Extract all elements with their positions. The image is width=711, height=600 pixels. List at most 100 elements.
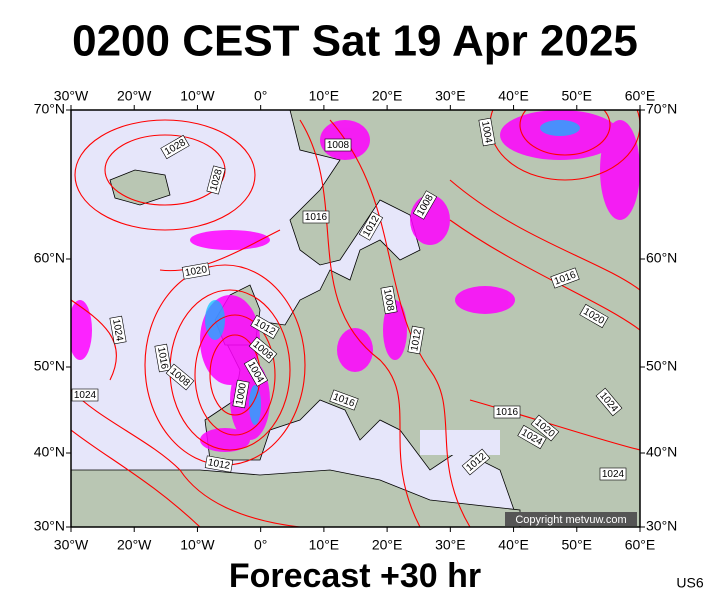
label-box — [599, 467, 627, 481]
isobar-label: 1016 — [154, 343, 172, 373]
latitude-label: 60°N — [646, 250, 677, 266]
label-box — [160, 134, 190, 160]
longitude-label: 20°W — [117, 88, 152, 104]
longitude-label: 30°W — [54, 537, 89, 553]
isobar-value: 1000 — [234, 382, 249, 406]
isobar-value: 1016 — [305, 212, 328, 223]
longitude-label: 10°W — [180, 88, 215, 104]
isobar-value: 1012 — [207, 457, 231, 472]
latitude-label: 30°N — [34, 518, 65, 534]
isobar — [71, 429, 201, 527]
label-box — [595, 387, 623, 417]
label-box — [579, 303, 609, 329]
isobar-label: 1028 — [206, 165, 226, 195]
label-box — [478, 117, 496, 147]
isobar-label: 1012 — [407, 325, 425, 355]
label-box — [154, 343, 172, 373]
isobar-value: 1024 — [110, 318, 125, 342]
label-box — [461, 448, 491, 476]
longitude-label: 20°E — [372, 537, 403, 553]
longitude-label: 0° — [254, 537, 267, 553]
label-box — [329, 389, 359, 411]
isobar-value: 1016 — [496, 407, 519, 418]
longitude-label: 50°E — [562, 537, 593, 553]
longitude-label: 20°E — [372, 88, 403, 104]
isobar — [519, 110, 611, 156]
isobar — [74, 119, 256, 231]
label-box — [407, 325, 425, 355]
longitude-label: 20°W — [117, 537, 152, 553]
rain-core — [540, 120, 580, 136]
longitude-label: 10°E — [309, 537, 340, 553]
isobar — [449, 179, 640, 291]
isobar-label: 1024 — [109, 315, 127, 345]
isobar — [299, 119, 421, 527]
longitude-label: 40°E — [498, 537, 529, 553]
isobar-value: 1024 — [74, 390, 97, 401]
rain-core — [249, 385, 261, 425]
graticule-labels: 30°W 30°W 20°W 20°W 10°W 10°W 0° 0° 10°E 10°E 20°E… — [34, 88, 678, 553]
latitude-label: 70°N — [34, 101, 65, 117]
isobar-label: 1004 — [478, 117, 496, 147]
isobar — [71, 299, 117, 381]
longitude-label: 30°E — [435, 537, 466, 553]
isobar-value: 1004 — [479, 120, 494, 144]
latitude-label: 30°N — [646, 518, 677, 534]
copyright-box — [505, 512, 637, 526]
latitude-label: 70°N — [646, 101, 677, 117]
rain-area — [600, 120, 640, 220]
africa — [71, 469, 521, 527]
latitude-label: 40°N — [646, 444, 677, 460]
isobar-label: 1008 — [324, 138, 352, 152]
longitude-label: 50°E — [562, 88, 593, 104]
label-box — [412, 190, 438, 220]
label-box — [250, 314, 280, 340]
latitude-label: 60°N — [34, 250, 65, 266]
isobar-label: 1020 — [181, 262, 211, 280]
rain-core — [205, 300, 225, 340]
isobar-label: 1016 — [302, 210, 330, 224]
isobar — [159, 229, 281, 272]
longitude-label: 40°E — [498, 88, 529, 104]
heavy-precipitation — [205, 120, 580, 425]
isobar-label: 1016 — [493, 405, 521, 419]
longitude-label: 30°E — [435, 88, 466, 104]
label-box — [530, 414, 560, 442]
map-code: US6 — [676, 575, 703, 591]
isobar-value: 1012 — [409, 328, 424, 352]
longitude-label: 10°E — [309, 88, 340, 104]
rain-area — [200, 428, 250, 452]
copyright: Copyright metvuw.com — [515, 514, 626, 526]
label-box — [243, 357, 269, 387]
label-box — [380, 285, 398, 315]
longitude-label: 30°W — [54, 88, 89, 104]
longitude-label: 0° — [254, 88, 267, 104]
isobar — [194, 314, 276, 436]
label-box — [550, 267, 580, 289]
longitude-label: 60°E — [625, 537, 656, 553]
label-box — [165, 363, 195, 391]
label-box — [71, 388, 99, 402]
label-box — [302, 210, 330, 224]
latitude-label: 40°N — [34, 444, 65, 460]
rain-area — [71, 300, 92, 360]
rain-area — [383, 300, 407, 360]
label-box — [181, 262, 211, 280]
isobar-value: 1016 — [155, 346, 170, 370]
rain-area — [337, 328, 373, 372]
map-title: 0200 CEST Sat 19 Apr 2025 — [72, 17, 638, 66]
isobar-value: 1008 — [327, 140, 350, 151]
label-box — [232, 379, 250, 409]
label-box — [248, 336, 278, 364]
label-box — [206, 165, 226, 195]
map-frame — [70, 109, 641, 528]
isobar-label: 1024 — [71, 388, 99, 402]
black-sea — [420, 430, 500, 455]
isobar-value: 1020 — [184, 264, 208, 279]
isobar — [329, 119, 471, 527]
label-box — [204, 455, 234, 473]
